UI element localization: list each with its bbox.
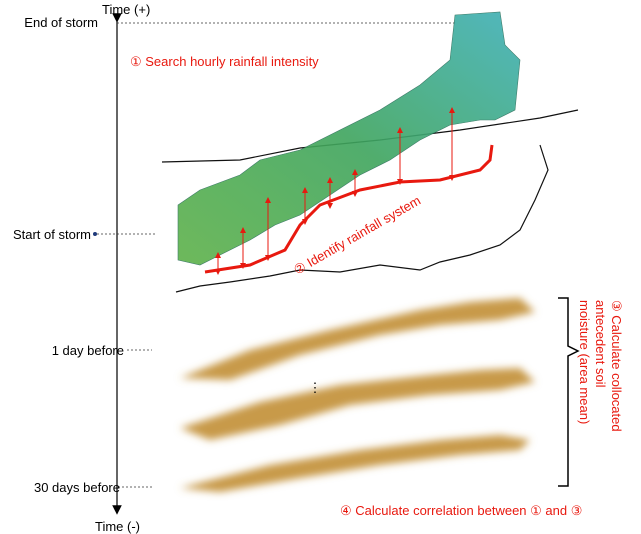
time-mark: 30 days before [34,480,120,495]
step-label: ③ Calculate collocated [609,300,624,432]
axis-top-label: Time (+) [102,2,150,17]
marker-dot [93,232,97,236]
bracket [558,298,578,486]
step-label: ① Search hourly rainfall intensity [130,54,319,69]
time-mark: Start of storm [13,227,91,242]
storm-volume [178,12,520,265]
step-label: ④ Calculate correlation between ① and ③ [340,503,582,518]
soil-moisture-layers [180,298,535,492]
axis-bottom-label: Time (-) [95,519,140,534]
time-mark: 1 day before [52,343,124,358]
step-label: moisture (area mean) [577,300,592,424]
step-label: antecedent soil [593,300,608,388]
ellipsis: ⋮ [309,380,322,395]
time-mark: End of storm [24,15,98,30]
diagram: Time (+) Time (-) End of storm Start of … [0,0,641,534]
